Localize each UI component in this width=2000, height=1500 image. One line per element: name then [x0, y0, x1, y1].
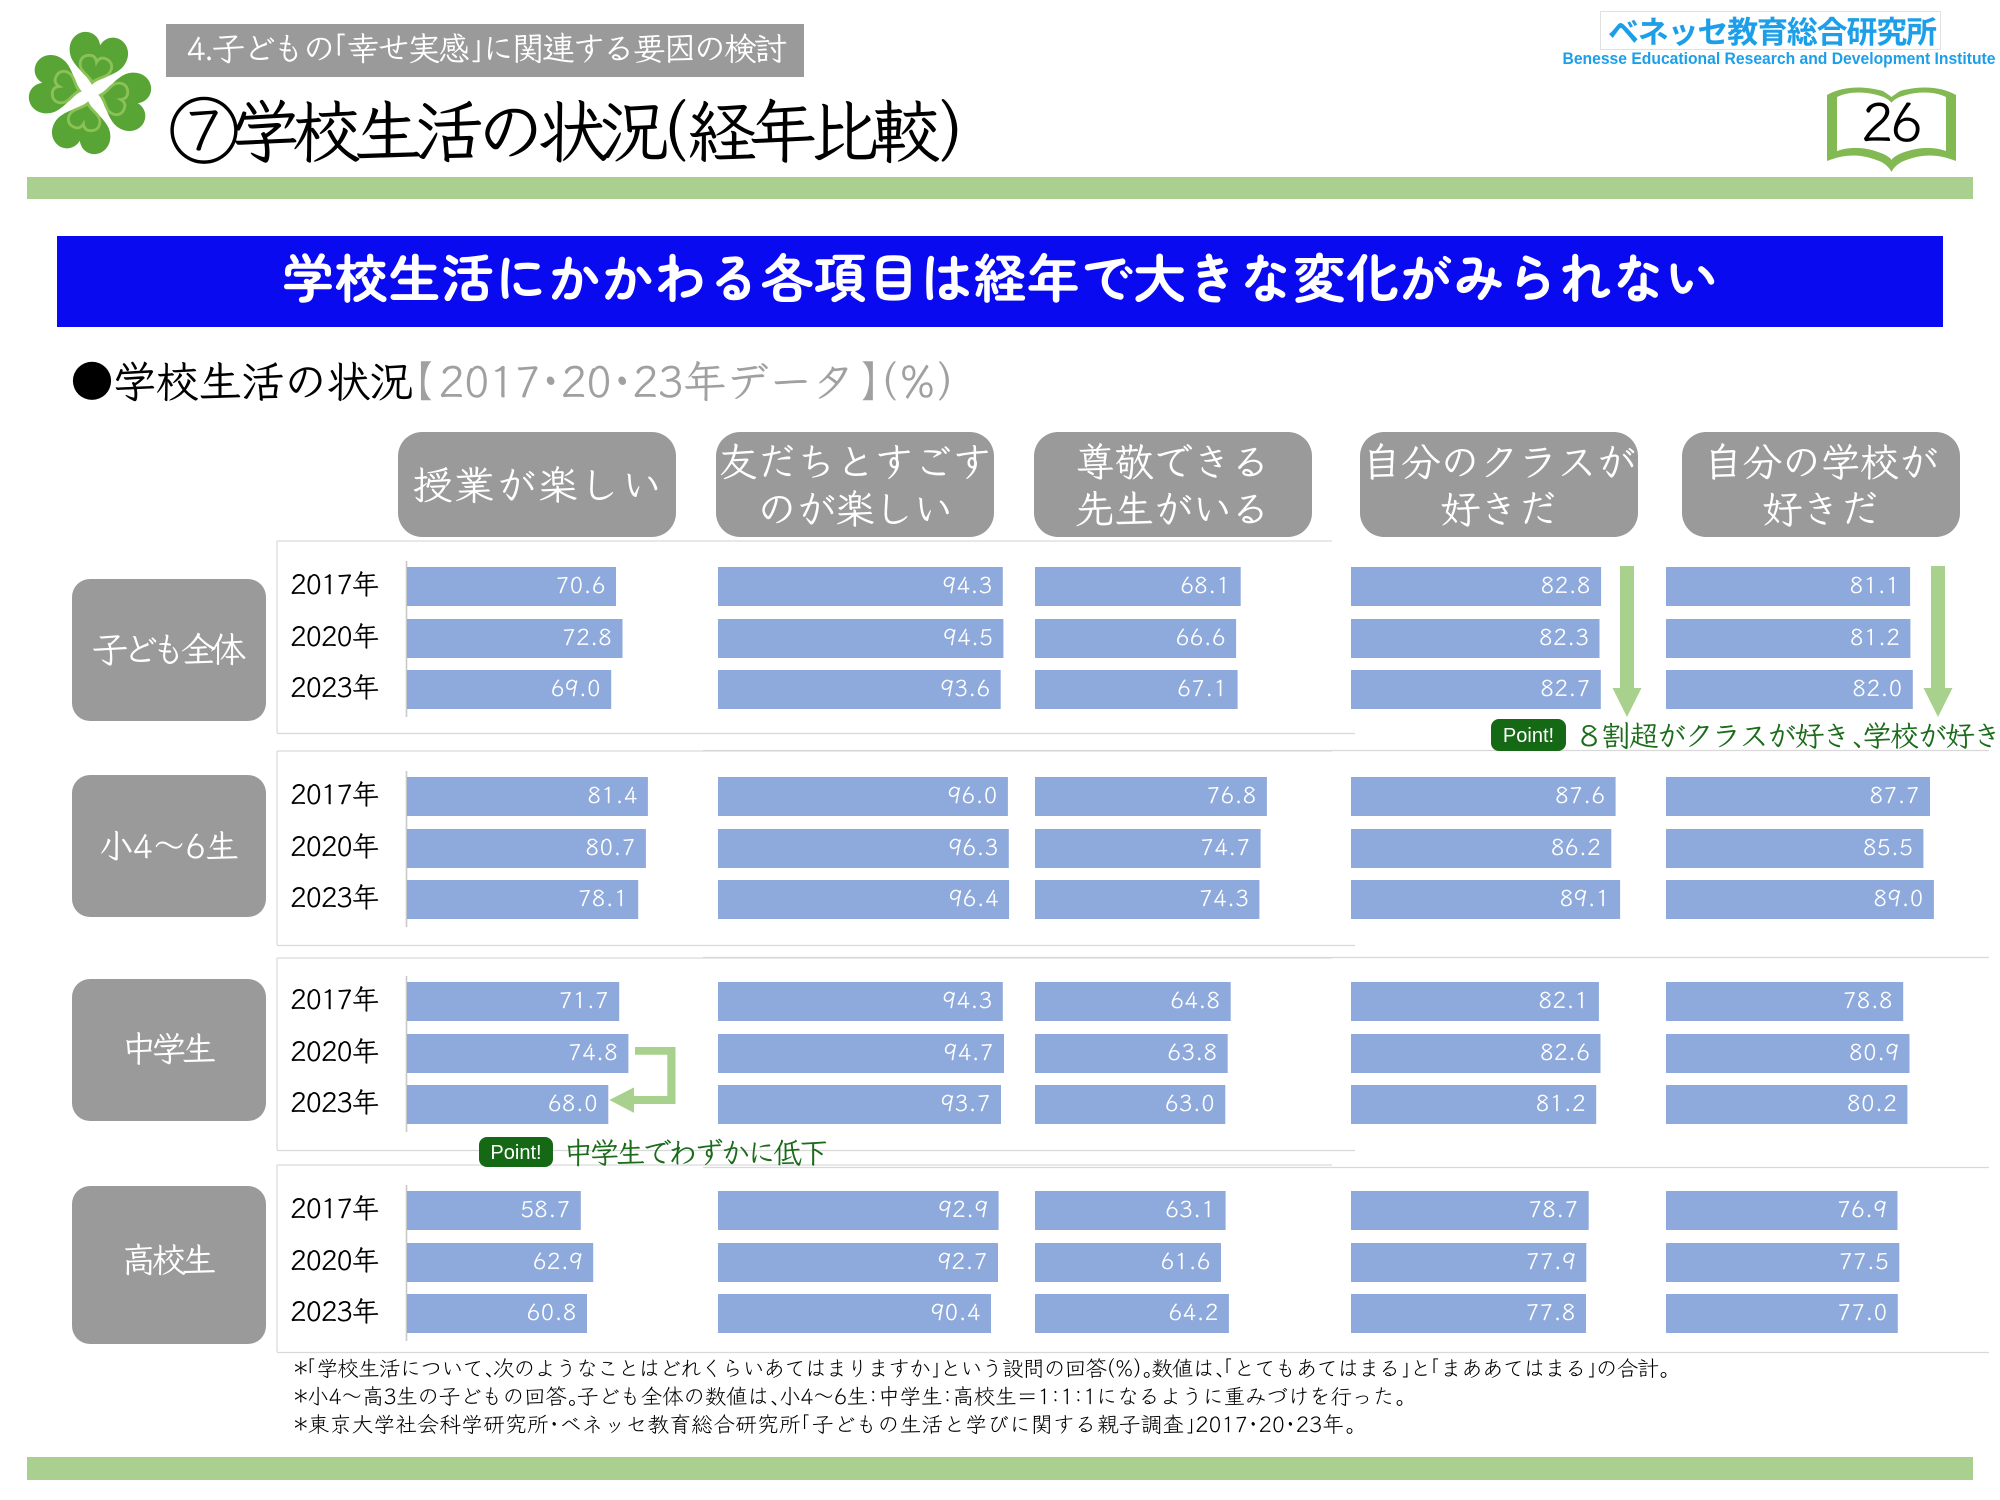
svg-text:Benesse Educational Research: Benesse Educational Research and Develop…	[1563, 49, 1996, 68]
svg-text:Point!: Point!	[490, 1142, 541, 1164]
svg-text:Point!: Point!	[1503, 725, 1554, 747]
